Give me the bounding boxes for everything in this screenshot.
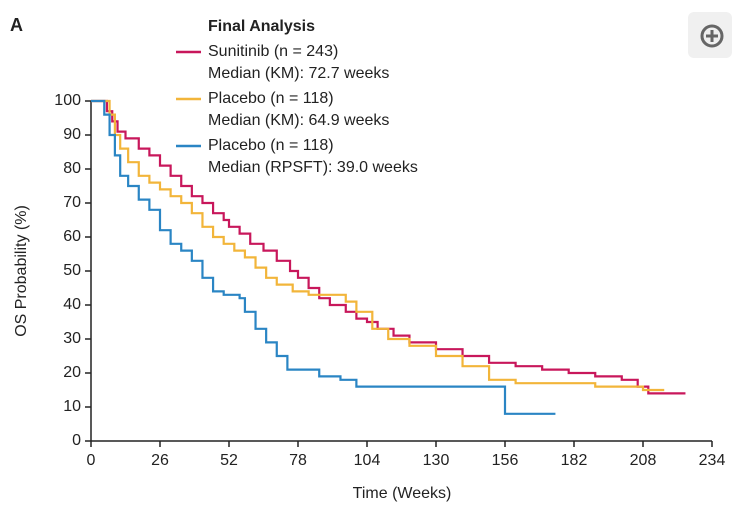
y-tick-label: 90 — [63, 126, 81, 143]
y-tick-label: 0 — [72, 432, 81, 449]
legend-label: Sunitinib (n = 243) — [208, 43, 338, 60]
y-tick-label: 10 — [63, 398, 81, 415]
legend-label: Placebo (n = 118) — [208, 137, 334, 154]
x-tick-label: 26 — [151, 452, 169, 469]
x-tick-label: 78 — [289, 452, 307, 469]
x-tick-label: 130 — [423, 452, 450, 469]
x-tick-label: 156 — [492, 452, 519, 469]
y-axis-label: OS Probability (%) — [13, 205, 30, 337]
y-tick-label: 60 — [63, 228, 81, 245]
km-curve — [91, 99, 686, 395]
x-tick-label: 0 — [87, 452, 96, 469]
legend-title: Final Analysis — [208, 18, 315, 35]
x-tick-label: 208 — [630, 452, 657, 469]
zoom-icon[interactable] — [688, 12, 732, 58]
y-tick-label: 100 — [54, 92, 81, 109]
km-curve — [91, 99, 556, 415]
y-tick-label: 50 — [63, 262, 81, 279]
panel-label: A — [10, 15, 23, 35]
km-curve — [91, 99, 665, 392]
x-tick-label: 104 — [354, 452, 381, 469]
legend-median: Median (KM): 64.9 weeks — [208, 112, 389, 129]
y-tick-label: 40 — [63, 296, 81, 313]
y-tick-label: 30 — [63, 330, 81, 347]
y-tick-label: 80 — [63, 160, 81, 177]
x-tick-label: 182 — [561, 452, 588, 469]
x-tick-label: 52 — [220, 452, 238, 469]
legend-median: Median (RPSFT): 39.0 weeks — [208, 159, 418, 176]
x-tick-label: 234 — [699, 452, 726, 469]
y-tick-label: 20 — [63, 364, 81, 381]
zoom-icon-ring[interactable] — [700, 24, 724, 48]
legend-median: Median (KM): 72.7 weeks — [208, 65, 389, 82]
x-axis-label: Time (Weeks) — [353, 485, 452, 502]
y-tick-label: 70 — [63, 194, 81, 211]
legend-label: Placebo (n = 118) — [208, 90, 334, 107]
